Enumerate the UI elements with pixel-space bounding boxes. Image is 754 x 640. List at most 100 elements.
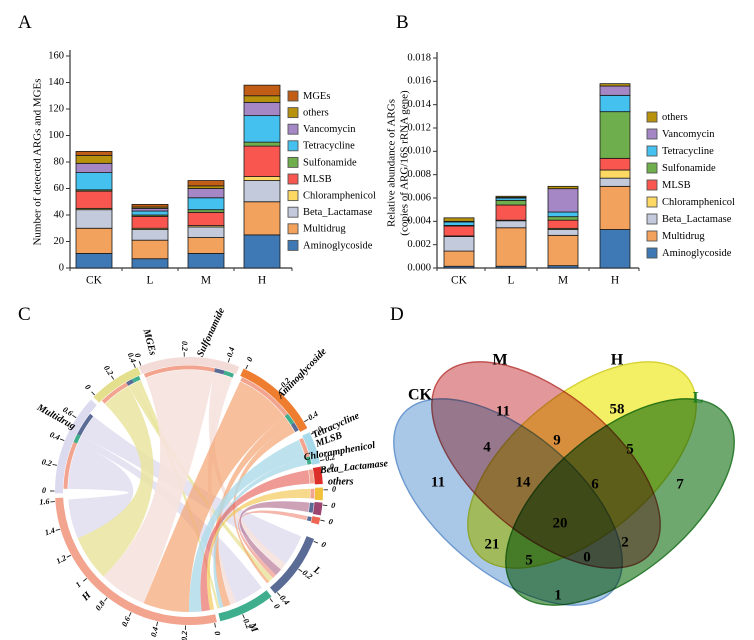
bar-segment xyxy=(547,211,579,218)
chord-ribbon xyxy=(103,370,215,604)
chord-tick-label: 0 xyxy=(328,517,334,527)
y-axis-title: (copies of ARG/16S rRNA gene) xyxy=(399,90,411,236)
legend-swatch xyxy=(646,179,658,191)
chord-segment-label: H xyxy=(79,589,94,604)
legend-label: MLSB xyxy=(303,174,332,185)
bar-segment xyxy=(243,141,281,147)
chord-tick-label: 0.4 xyxy=(149,626,160,638)
chord-tick xyxy=(276,592,281,597)
bar-segment xyxy=(495,220,527,229)
legend-label: Aminoglycoside xyxy=(662,248,732,259)
venn-count: 21 xyxy=(485,536,500,552)
y-tick-label: 0.004 xyxy=(407,216,431,227)
chord-tick-label: 0 xyxy=(272,602,282,611)
bar-segment xyxy=(243,115,281,143)
chord-tick-label: 0.4 xyxy=(48,430,61,442)
legend-swatch xyxy=(287,156,299,168)
bar-segment xyxy=(75,162,113,173)
chord-tick xyxy=(83,578,88,582)
venn-count: 11 xyxy=(431,474,445,490)
bar-segment xyxy=(443,225,475,237)
legend-swatch xyxy=(646,162,658,174)
panel-c-label: C xyxy=(18,304,31,325)
legend-swatch xyxy=(646,213,658,225)
chord-tick xyxy=(72,414,77,419)
bar-segment xyxy=(243,84,281,97)
chord-tick xyxy=(91,391,96,396)
bar-segment xyxy=(547,216,579,221)
venn-set-label-H: H xyxy=(611,352,624,369)
chord-segment-arc xyxy=(312,466,323,485)
chord-tick-label: 0.4 xyxy=(225,346,237,358)
bar-segment xyxy=(495,199,527,206)
chord-tick-label: 0.4 xyxy=(306,409,319,422)
bar-segment xyxy=(547,219,579,229)
chord-segment-label: Aminoglycoside xyxy=(275,346,330,402)
chord-tick xyxy=(59,438,65,442)
y-tick-label: 120 xyxy=(48,103,64,114)
venn-count: 20 xyxy=(553,515,568,531)
legend-label: Multidrug xyxy=(662,231,705,242)
chord-tick xyxy=(321,467,327,470)
venn-count: 2 xyxy=(621,534,629,550)
venn-count: 14 xyxy=(516,474,532,490)
bar-segment xyxy=(75,209,113,229)
chord-tick-label: 0 xyxy=(331,501,336,510)
chord-tick xyxy=(298,568,303,573)
legend-label: Sulfonamide xyxy=(303,157,357,168)
bar-segment xyxy=(599,177,631,187)
bar-segment xyxy=(547,185,579,190)
chord-tick-label: 0.2 xyxy=(324,452,336,463)
venn-count: 4 xyxy=(483,439,491,455)
chord-segment-arc xyxy=(138,357,240,375)
y-tick-label: 0.010 xyxy=(407,146,431,157)
chord-tick-label: 0.2 xyxy=(41,457,53,468)
chord-tick xyxy=(104,597,108,602)
bar-segment xyxy=(131,210,169,216)
chord-tick-label: 0.4 xyxy=(126,351,138,364)
y-tick-label: 20 xyxy=(54,236,65,247)
legend-label: Tetracycline xyxy=(662,146,714,157)
legend-label: MLSB xyxy=(662,180,691,191)
chord-sub-arc xyxy=(306,516,312,522)
y-tick-label: 40 xyxy=(54,209,65,220)
bar-segment xyxy=(443,221,475,226)
chord-segment-label: Multidrug xyxy=(34,402,77,433)
category-label: CK xyxy=(451,275,468,287)
y-tick-label: 0 xyxy=(59,262,64,273)
y-tick-label: 0.014 xyxy=(407,99,431,110)
legend-label: Chloramphenicol xyxy=(303,191,376,202)
chord-tick xyxy=(55,528,61,531)
chord-tick xyxy=(269,598,274,603)
bar-segment xyxy=(187,237,225,254)
legend-label: Vancomycin xyxy=(662,129,715,140)
venn-count: 1 xyxy=(554,587,562,603)
bar-segment xyxy=(187,188,225,199)
bar-segment xyxy=(599,229,631,269)
y-tick-label: 0.000 xyxy=(407,262,431,273)
chord-segment-arc xyxy=(310,516,321,525)
panel-d-label: D xyxy=(390,304,404,325)
legend-swatch xyxy=(646,230,658,242)
chord-ribbon xyxy=(200,469,310,612)
chord-sub-arc xyxy=(240,377,288,417)
legend-label: others xyxy=(662,112,688,123)
chord-tick xyxy=(227,357,231,363)
chord-tick-label: 0.2 xyxy=(102,364,115,377)
legend-swatch xyxy=(646,247,658,259)
category-label: M xyxy=(201,275,211,287)
chord-tick xyxy=(320,519,325,522)
y-tick-label: 100 xyxy=(48,130,64,141)
chord-tick-label: 1.6 xyxy=(39,497,50,507)
chord-tick-label: 0 xyxy=(213,630,223,636)
venn-count: 7 xyxy=(676,476,684,492)
legend-swatch xyxy=(287,239,299,251)
chord-tick xyxy=(310,431,316,435)
chord-sub-arc xyxy=(73,434,81,444)
y-tick-label: 0.018 xyxy=(407,52,431,63)
venn-count: 5 xyxy=(525,552,533,568)
chord-segment-arc xyxy=(55,497,217,625)
legend-label: Tetracycline xyxy=(303,141,355,152)
chord-segment-label: MGEs xyxy=(140,327,158,357)
